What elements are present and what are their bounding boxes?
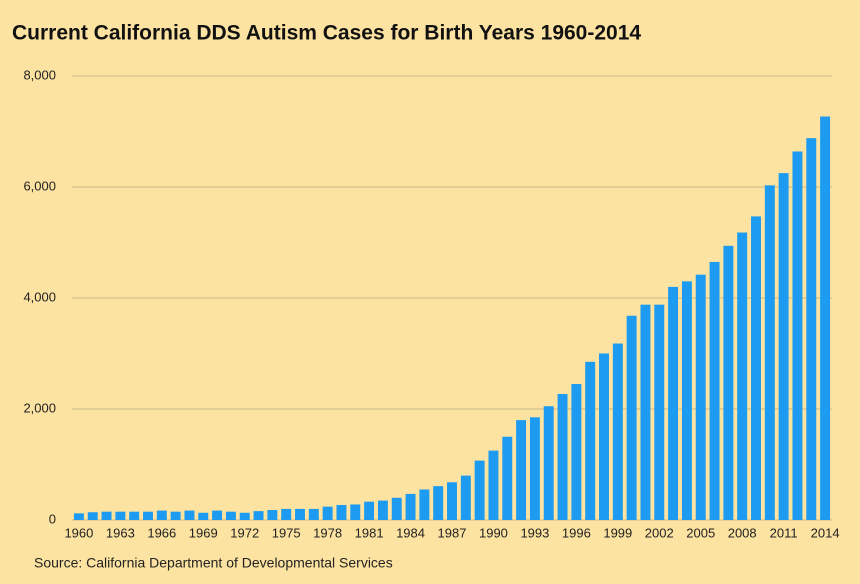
x-tick-label: 1966 (147, 525, 176, 540)
bar (723, 245, 734, 520)
x-tick-label: 1984 (396, 525, 425, 540)
bar (212, 510, 223, 520)
bar (599, 353, 609, 520)
bar (626, 315, 637, 520)
x-tick-label: 1978 (313, 525, 342, 540)
bar (488, 450, 499, 520)
x-tick-label: 2002 (645, 525, 674, 540)
x-tick-label: 1993 (520, 525, 549, 540)
x-tick-label: 1969 (189, 525, 218, 540)
bar (585, 361, 596, 520)
bar (253, 511, 264, 520)
x-tick-label: 1990 (479, 525, 508, 540)
bar (681, 281, 692, 520)
y-tick-label: 2,000 (23, 400, 56, 415)
bar (751, 216, 761, 521)
bar (170, 511, 181, 520)
bar (129, 511, 140, 520)
bar (820, 116, 831, 520)
x-tick-label: 1987 (438, 525, 467, 540)
x-tick-label: 2005 (686, 525, 715, 540)
bar (460, 475, 471, 520)
bar (474, 460, 485, 520)
bar (668, 286, 679, 520)
bar (322, 506, 333, 520)
bar (87, 512, 98, 520)
bar (225, 511, 236, 520)
bar (184, 510, 195, 520)
bar (143, 511, 153, 520)
bar (267, 510, 278, 520)
bar (571, 384, 582, 520)
bar (557, 394, 568, 520)
bar (709, 261, 720, 520)
x-tick-label: 1963 (106, 525, 135, 540)
x-tick-label: 2014 (811, 525, 840, 540)
chart-title: Current California DDS Autism Cases for … (12, 22, 641, 45)
y-tick-label: 0 (49, 511, 56, 526)
bar (405, 493, 416, 520)
bar (529, 417, 540, 520)
bar (336, 505, 347, 520)
bar (502, 436, 513, 520)
bar (281, 508, 292, 520)
x-tick-label: 1975 (272, 525, 301, 540)
bar (156, 510, 167, 520)
bar (516, 420, 527, 520)
bar (101, 511, 112, 520)
bar (391, 497, 402, 520)
x-tick-label: 1972 (230, 525, 259, 540)
bar (433, 486, 444, 520)
bar (806, 138, 817, 520)
bar (447, 482, 457, 520)
x-tick-label: 2011 (770, 525, 798, 540)
bar (737, 232, 748, 520)
x-tick-label: 1996 (562, 525, 591, 540)
bar (239, 512, 250, 520)
bar (198, 512, 209, 520)
y-tick-label: 4,000 (23, 289, 56, 304)
bar (364, 501, 375, 520)
bar (792, 151, 803, 521)
bar (350, 504, 361, 520)
x-tick-label: 2008 (728, 525, 757, 540)
bar (695, 274, 706, 520)
bar (640, 304, 651, 520)
y-tick-label: 6,000 (23, 178, 56, 193)
bar (377, 500, 388, 520)
x-tick-label: 1960 (64, 525, 93, 540)
bar (764, 185, 775, 520)
bar (612, 343, 623, 520)
bar (115, 511, 126, 520)
bar (295, 508, 305, 520)
bar (419, 489, 430, 520)
bar (73, 513, 84, 520)
x-tick-label: 1981 (355, 525, 384, 540)
bar (778, 173, 789, 520)
y-tick-label: 8,000 (23, 67, 56, 82)
bar (308, 508, 319, 520)
x-tick-label: 1999 (603, 525, 632, 540)
source-note: Source: California Department of Develop… (34, 555, 393, 571)
bar (654, 304, 665, 520)
bar (543, 406, 554, 520)
